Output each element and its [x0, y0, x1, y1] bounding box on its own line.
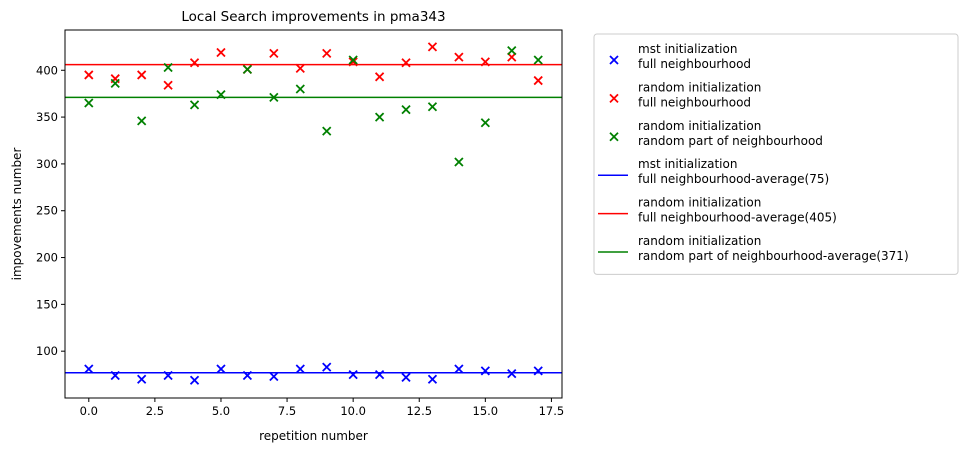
data-point [480, 366, 490, 376]
legend: mst initialization full neighbourhood rand… [593, 33, 959, 275]
y-tick-label: 250 [36, 204, 58, 218]
y-tick-label: 200 [36, 251, 58, 265]
data-point [295, 84, 305, 94]
data-points [84, 42, 543, 385]
data-point [401, 58, 411, 68]
y-tick-label: 100 [36, 344, 58, 358]
legend-label: mst initialization full neighbourhood-ave… [638, 157, 829, 186]
data-point [137, 116, 147, 126]
data-point [295, 63, 305, 74]
legend-label: random initialization random part of neig… [638, 234, 909, 263]
data-point [348, 57, 358, 67]
data-point [137, 374, 147, 384]
x-tick-label: 2.5 [146, 404, 164, 418]
data-point [507, 45, 517, 56]
axis-ticks: 0.0 2.5 5.0 7.5 10.0 12.5 15.0 17.5 100 150 200 250… [36, 63, 564, 418]
data-point [295, 364, 305, 374]
data-point [84, 364, 94, 374]
data-point [401, 372, 411, 383]
data-point [189, 100, 200, 110]
data-point [374, 112, 385, 122]
y-tick-label: 350 [36, 110, 58, 124]
legend-label: mst initialization full neighbourhood [638, 42, 751, 71]
x-tick-label: 0.0 [80, 404, 98, 418]
data-point [137, 70, 147, 80]
data-point [216, 89, 226, 100]
data-point [401, 104, 411, 115]
data-point [322, 362, 332, 372]
data-point [427, 42, 438, 52]
y-tick-label: 400 [36, 63, 58, 77]
chart-title: Local Search improvements in pma343 [181, 9, 445, 25]
data-point [242, 64, 253, 74]
data-point [269, 48, 279, 59]
legend-entry: mst initialization full neighbourhood [609, 42, 751, 71]
data-point [163, 62, 173, 73]
legend-marker [609, 55, 619, 65]
y-tick-label: 150 [36, 297, 58, 311]
data-point [163, 80, 173, 90]
x-tick-label: 7.5 [278, 404, 296, 418]
data-point [269, 371, 279, 382]
average-lines [65, 63, 562, 374]
data-point [348, 369, 358, 380]
data-point [84, 70, 94, 80]
data-point [242, 370, 253, 381]
legend-label: random initialization random part of neig… [638, 119, 823, 148]
data-point [189, 375, 200, 385]
data-point [454, 364, 464, 374]
data-point [427, 374, 438, 384]
legend-marker [609, 132, 619, 142]
legend-entry: mst initialization full neighbourhood-ave… [598, 157, 829, 186]
legend-entry: random initialization random part of neig… [598, 234, 909, 263]
plot-area-frame [64, 29, 563, 399]
x-tick-label: 17.5 [539, 404, 565, 418]
data-point [163, 370, 173, 381]
data-point [348, 55, 358, 65]
data-point [216, 364, 226, 374]
x-axis-label: repetition number [259, 429, 368, 443]
data-point [110, 370, 120, 381]
data-point [216, 47, 226, 58]
legend-label: random initialization full neighbourhood [638, 80, 761, 109]
y-tick-label: 300 [36, 157, 58, 171]
data-point [480, 118, 490, 128]
y-axis-label: impovements number [10, 148, 24, 281]
data-point [374, 369, 385, 380]
legend-label: random initialization full neighbourhood-… [638, 196, 837, 225]
legend-box [593, 33, 959, 275]
data-point [507, 369, 517, 379]
legend-entry: random initialization full neighbourhood-… [598, 196, 837, 225]
data-point [322, 126, 332, 136]
data-point [454, 52, 464, 62]
legend-entry: random initialization full neighbourhood [609, 80, 761, 109]
data-point [269, 92, 279, 103]
x-tick-label: 12.5 [406, 404, 432, 418]
data-point [533, 75, 543, 86]
data-point [322, 48, 332, 59]
data-point [480, 57, 490, 67]
data-point [189, 58, 200, 68]
data-point [454, 157, 464, 167]
data-point [374, 72, 385, 82]
data-point [110, 78, 120, 89]
x-tick-label: 15.0 [473, 404, 499, 418]
x-tick-label: 5.0 [212, 404, 230, 418]
data-point [84, 98, 94, 108]
x-tick-label: 10.0 [340, 404, 366, 418]
data-point [533, 366, 543, 376]
data-point [533, 55, 543, 65]
data-point [427, 102, 438, 112]
legend-entry: random initialization random part of neig… [609, 119, 823, 148]
legend-marker [609, 93, 619, 104]
